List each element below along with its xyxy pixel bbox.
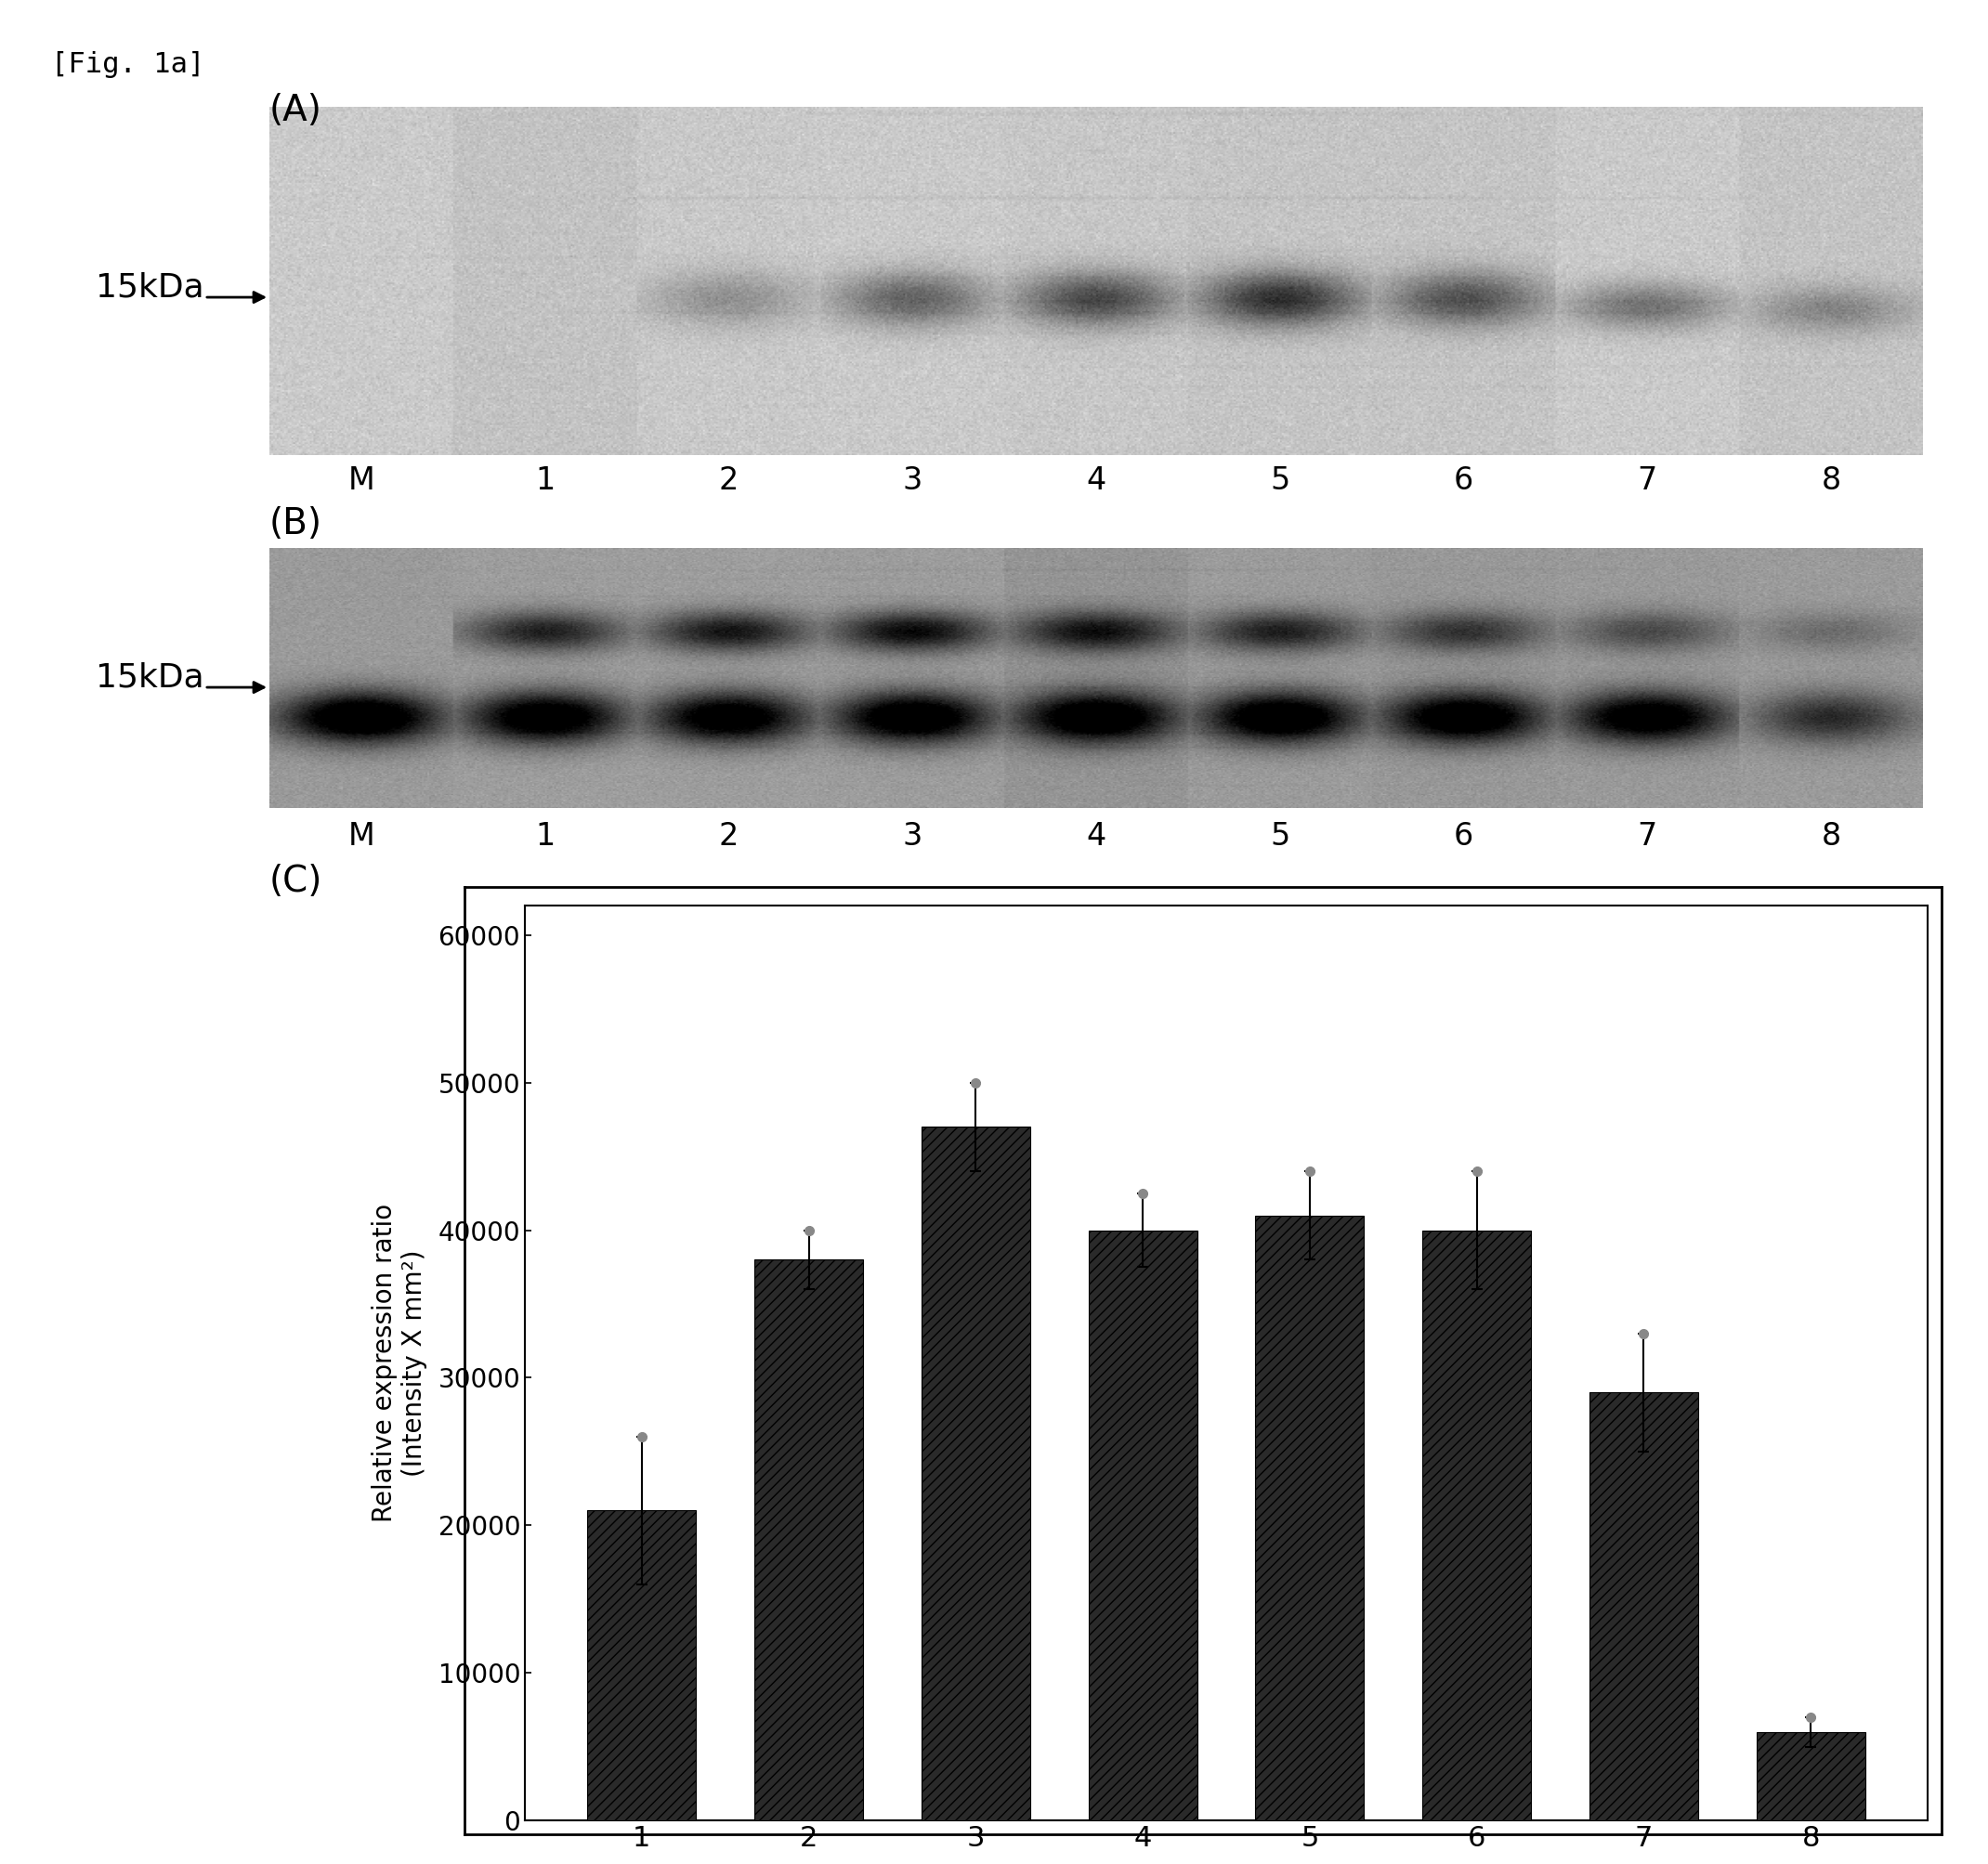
Bar — [1089, 1230, 1197, 1821]
Text: 5: 5 — [1270, 466, 1290, 496]
Text: 7: 7 — [1638, 466, 1658, 496]
Text: 6: 6 — [1453, 820, 1473, 852]
Text: 1: 1 — [535, 466, 555, 496]
Text: 1: 1 — [535, 820, 555, 852]
Text: 5: 5 — [1270, 820, 1290, 852]
Bar — [1423, 1230, 1531, 1821]
Bar — [1256, 1215, 1364, 1821]
Text: 3: 3 — [903, 820, 922, 852]
Bar — [1757, 1732, 1865, 1821]
Text: 3: 3 — [903, 466, 922, 496]
Bar — [588, 1510, 696, 1821]
Text: (A): (A) — [270, 93, 322, 129]
Bar — [1590, 1392, 1698, 1821]
Text: 6: 6 — [1453, 466, 1473, 496]
Bar — [755, 1260, 863, 1821]
Text: (B): (B) — [270, 507, 322, 541]
Text: [Fig. 1a]: [Fig. 1a] — [52, 50, 205, 78]
Text: 15kDa: 15kDa — [95, 272, 205, 304]
Text: 2: 2 — [720, 820, 740, 852]
Text: 8: 8 — [1821, 820, 1841, 852]
Text: 4: 4 — [1085, 820, 1105, 852]
Text: 4: 4 — [1085, 466, 1105, 496]
Y-axis label: Relative expression ratio
(Intensity X mm²): Relative expression ratio (Intensity X m… — [372, 1204, 427, 1523]
Bar — [922, 1128, 1030, 1821]
Text: 2: 2 — [720, 466, 740, 496]
Text: M: M — [348, 820, 374, 852]
Text: M: M — [348, 466, 374, 496]
Text: 8: 8 — [1821, 466, 1841, 496]
Text: (C): (C) — [270, 863, 322, 898]
Text: 7: 7 — [1638, 820, 1658, 852]
Text: 15kDa: 15kDa — [95, 662, 205, 693]
